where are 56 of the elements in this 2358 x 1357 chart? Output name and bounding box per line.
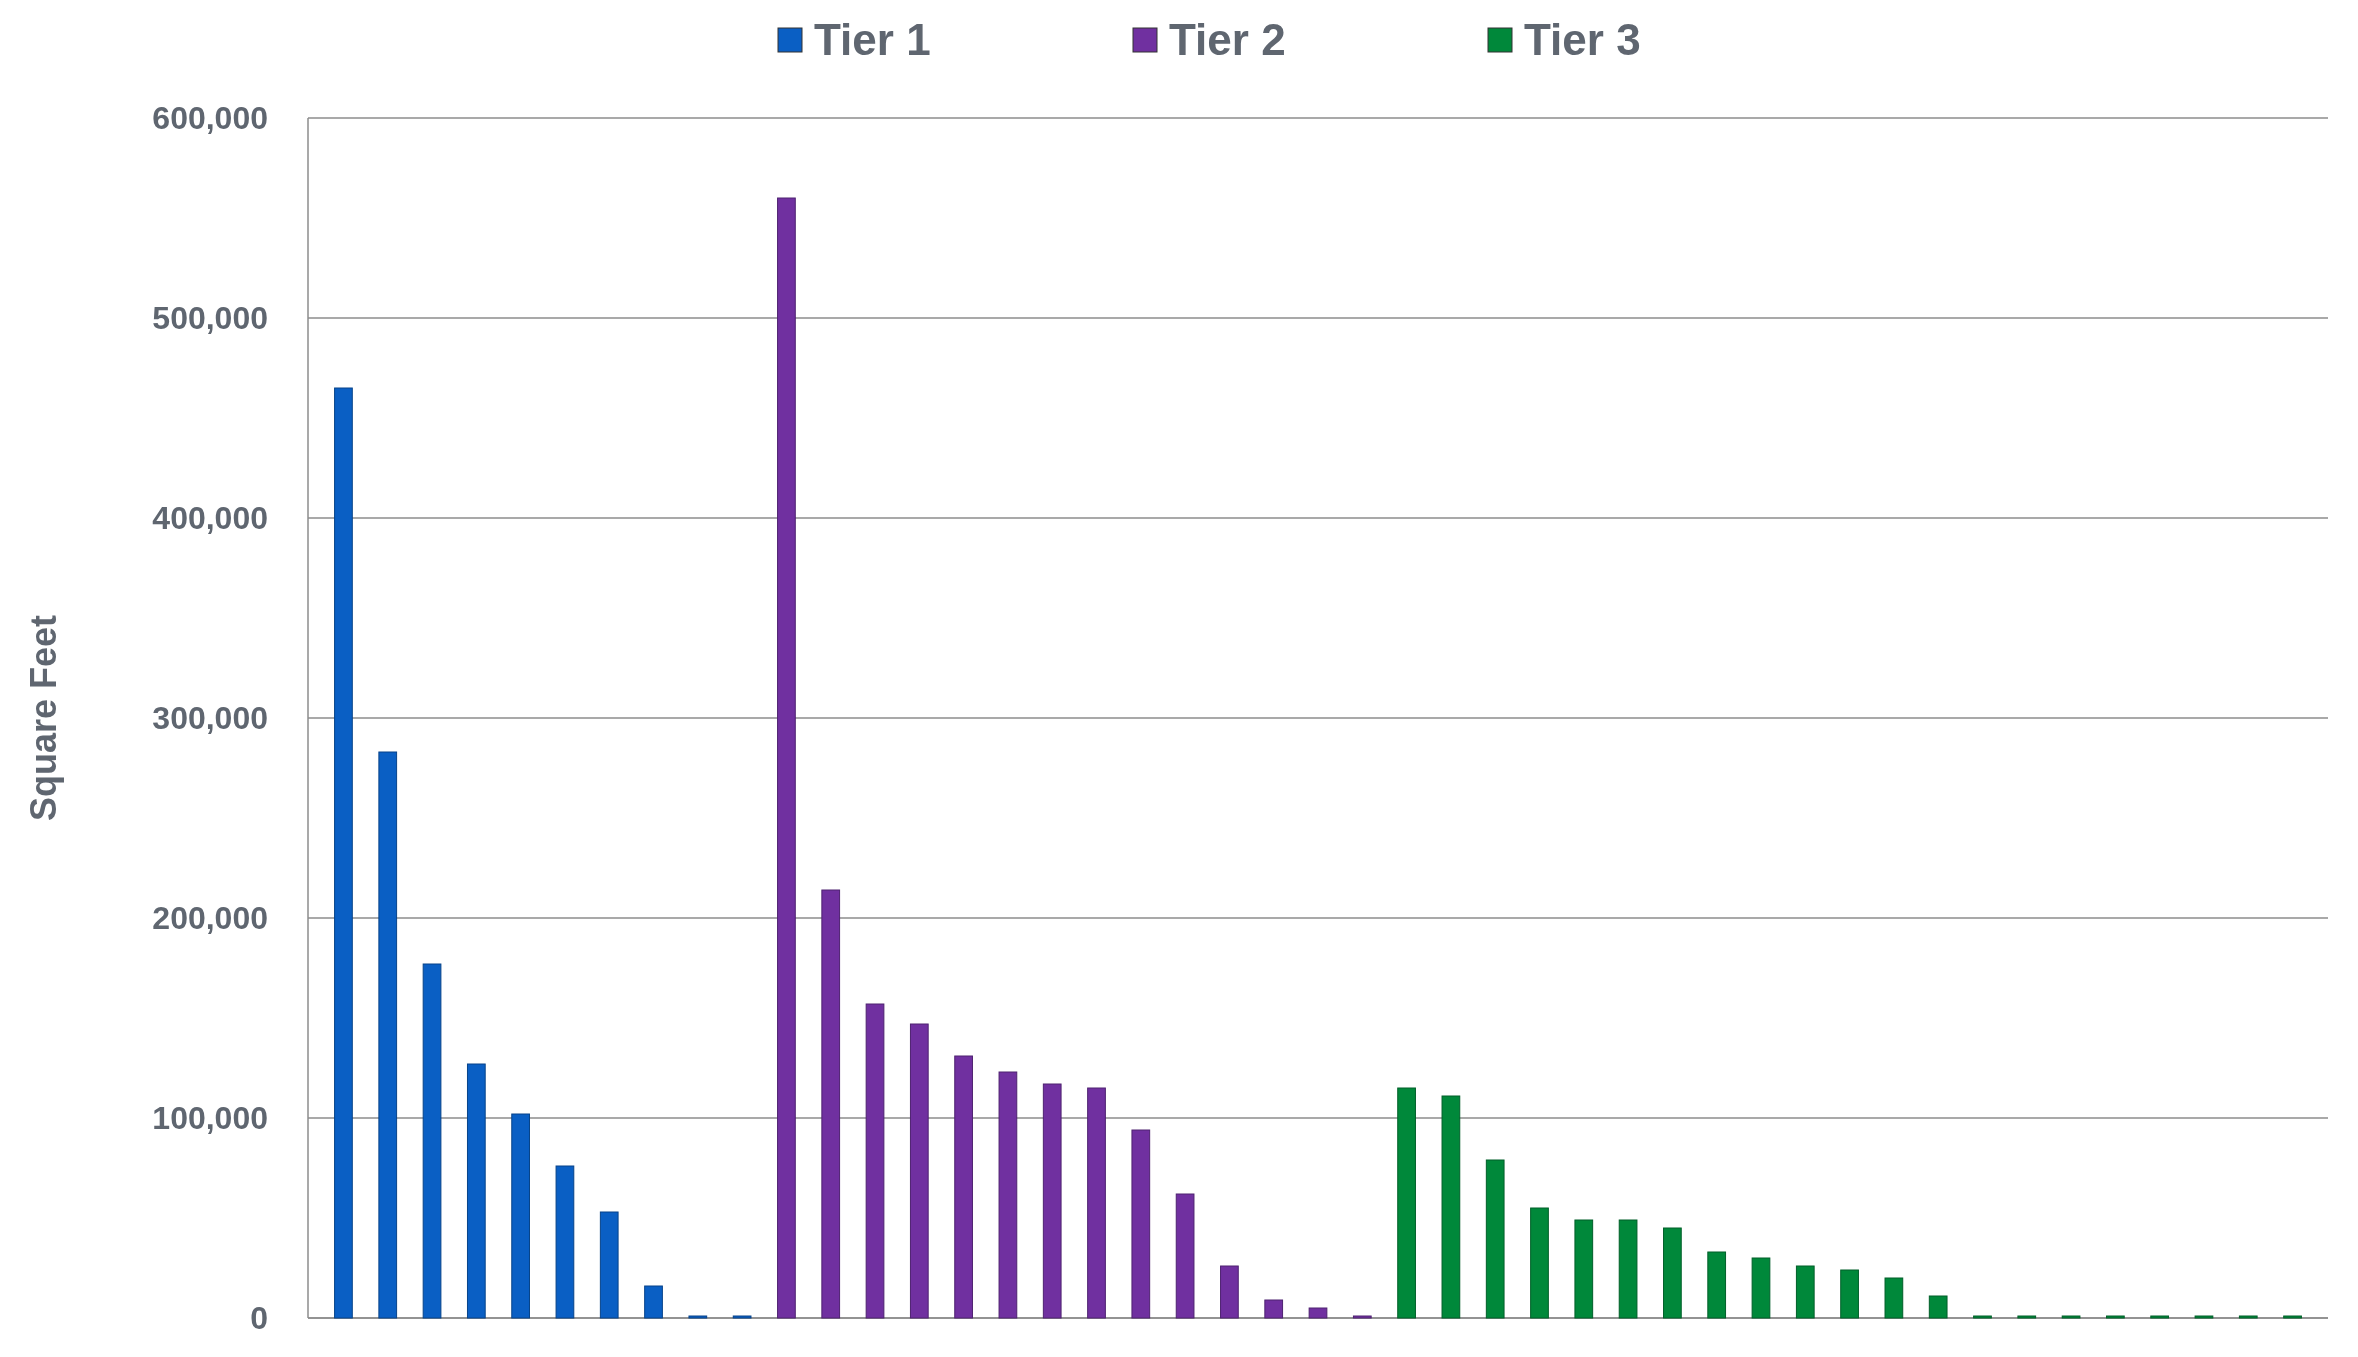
bar	[1795, 1265, 1815, 1319]
bar	[1485, 1159, 1505, 1319]
bar	[334, 387, 353, 1319]
bar	[1663, 1227, 1682, 1319]
y-tick-label: 200,000	[152, 900, 268, 937]
bar	[998, 1071, 1018, 1319]
bar	[1220, 1265, 1239, 1319]
bar	[2283, 1315, 2302, 1319]
bar	[909, 1023, 929, 1319]
legend-label: Tier 2	[1169, 15, 1286, 65]
bar	[1618, 1219, 1638, 1319]
bar	[688, 1315, 708, 1319]
bar	[2238, 1315, 2258, 1319]
bar	[1131, 1129, 1151, 1319]
legend-label: Tier 3	[1524, 15, 1641, 65]
bar	[378, 751, 398, 1319]
bar	[777, 197, 796, 1319]
bar	[2150, 1315, 2170, 1319]
bar	[644, 1285, 663, 1319]
legend-label: Tier 1	[814, 15, 931, 65]
y-axis-title: Square Feet	[23, 614, 64, 822]
bar	[2061, 1315, 2081, 1319]
bar	[821, 889, 841, 1319]
bar	[1441, 1095, 1461, 1319]
y-tick-label: 100,000	[152, 1100, 268, 1137]
bar	[954, 1055, 973, 1319]
bar	[1707, 1251, 1727, 1319]
bar	[1087, 1087, 1106, 1319]
bar	[865, 1003, 885, 1319]
bar	[422, 963, 442, 1319]
y-tick-label: 500,000	[152, 300, 268, 337]
y-tick-label: 300,000	[152, 700, 268, 737]
bar	[1884, 1277, 1904, 1319]
bar	[1308, 1307, 1328, 1319]
bar	[2194, 1315, 2214, 1319]
y-tick-label: 400,000	[152, 500, 268, 537]
bar	[1530, 1207, 1549, 1319]
y-tick-label: 0	[250, 1300, 268, 1337]
bar	[1751, 1257, 1771, 1319]
bar	[1973, 1315, 1992, 1319]
bar	[511, 1113, 530, 1319]
bar	[599, 1211, 619, 1319]
bar	[466, 1063, 486, 1319]
bar	[1574, 1219, 1594, 1319]
bar	[2017, 1315, 2037, 1319]
bar	[1352, 1315, 1372, 1319]
bar	[1175, 1193, 1195, 1319]
bar	[2106, 1315, 2125, 1319]
bar	[1397, 1087, 1416, 1319]
bar	[1840, 1269, 1859, 1319]
y-tick-label: 600,000	[152, 100, 268, 137]
bar	[1928, 1295, 1948, 1319]
bar	[1264, 1299, 1284, 1319]
bar	[555, 1165, 575, 1319]
bar	[1042, 1083, 1062, 1319]
bar	[732, 1315, 752, 1319]
